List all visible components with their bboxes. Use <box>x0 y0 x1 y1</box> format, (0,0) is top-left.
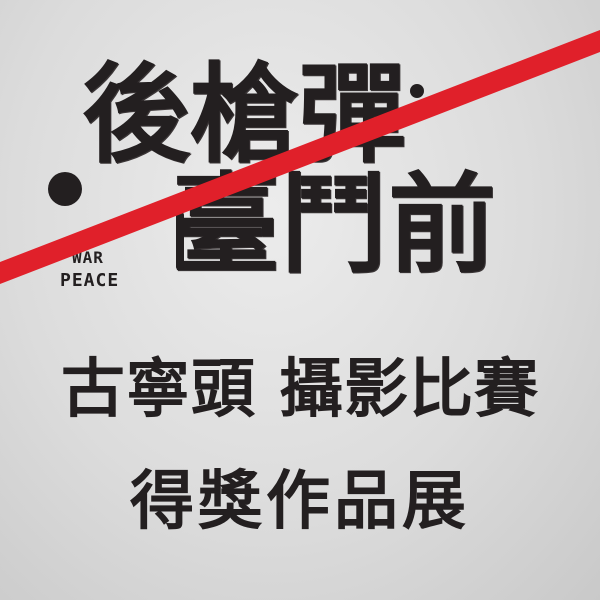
peace-label: PEACE <box>60 270 120 291</box>
subtitle-line-2: 得獎作品展 <box>130 465 470 539</box>
bullet-hole-icon <box>48 172 82 206</box>
war-label: WAR <box>72 248 104 267</box>
subtitle-line-1: 古寧頭 攝影比賽 <box>60 353 540 427</box>
ink-drip-icon <box>176 212 184 270</box>
ink-dot-icon <box>410 84 424 98</box>
title-line-1: 後槍彈 <box>82 53 407 178</box>
war-peace-tagline: WAR PEACE <box>60 250 119 290</box>
title-line-2: 臺鬥前 <box>172 163 497 288</box>
